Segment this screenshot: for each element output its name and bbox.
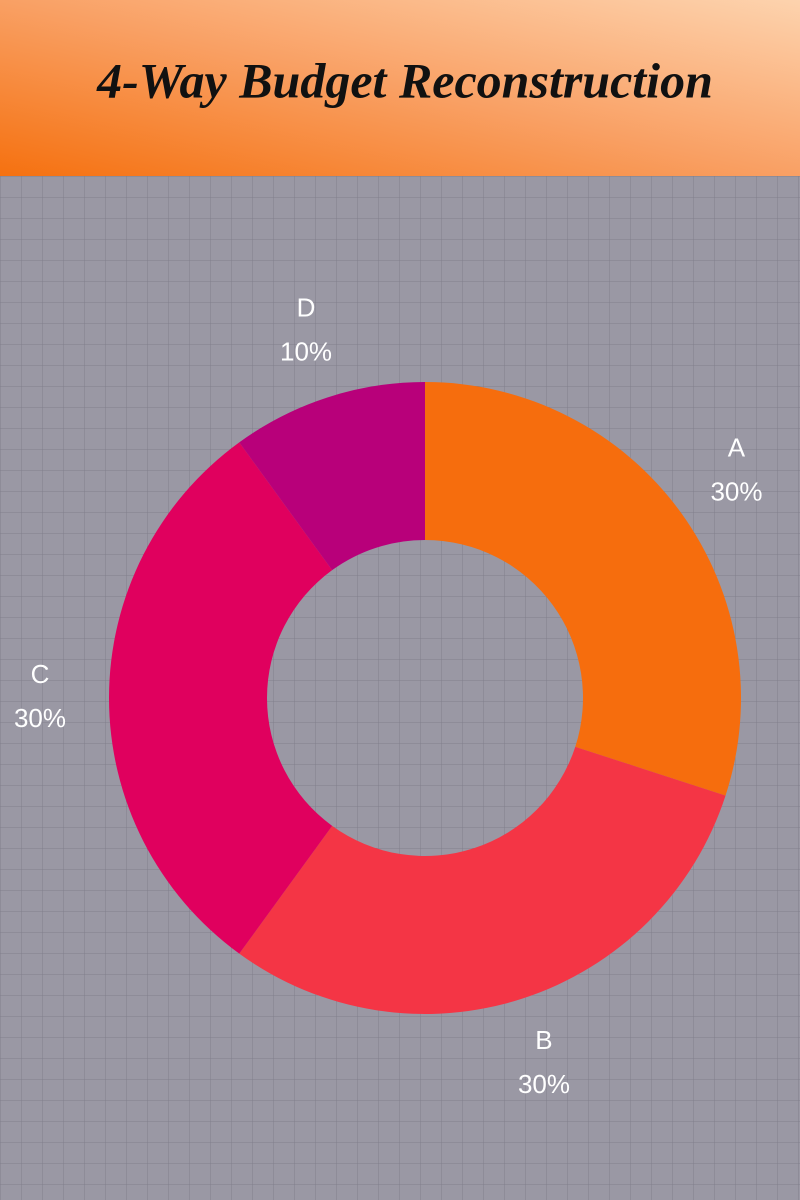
category-label: D <box>297 293 316 323</box>
header <box>0 0 800 176</box>
donut-slice <box>239 746 726 1014</box>
value-label: 30% <box>14 703 66 733</box>
category-label: B <box>535 1025 552 1055</box>
value-label: 10% <box>280 337 332 367</box>
value-label: 30% <box>518 1069 570 1099</box>
category-label: A <box>728 433 746 463</box>
donut-slice <box>425 382 741 796</box>
category-label: C <box>31 659 50 689</box>
donut-slice <box>239 382 425 571</box>
chart-title: 4-Way Budget Reconstruction <box>96 52 713 108</box>
value-label: 30% <box>710 477 762 507</box>
donut-slice <box>108 442 333 954</box>
